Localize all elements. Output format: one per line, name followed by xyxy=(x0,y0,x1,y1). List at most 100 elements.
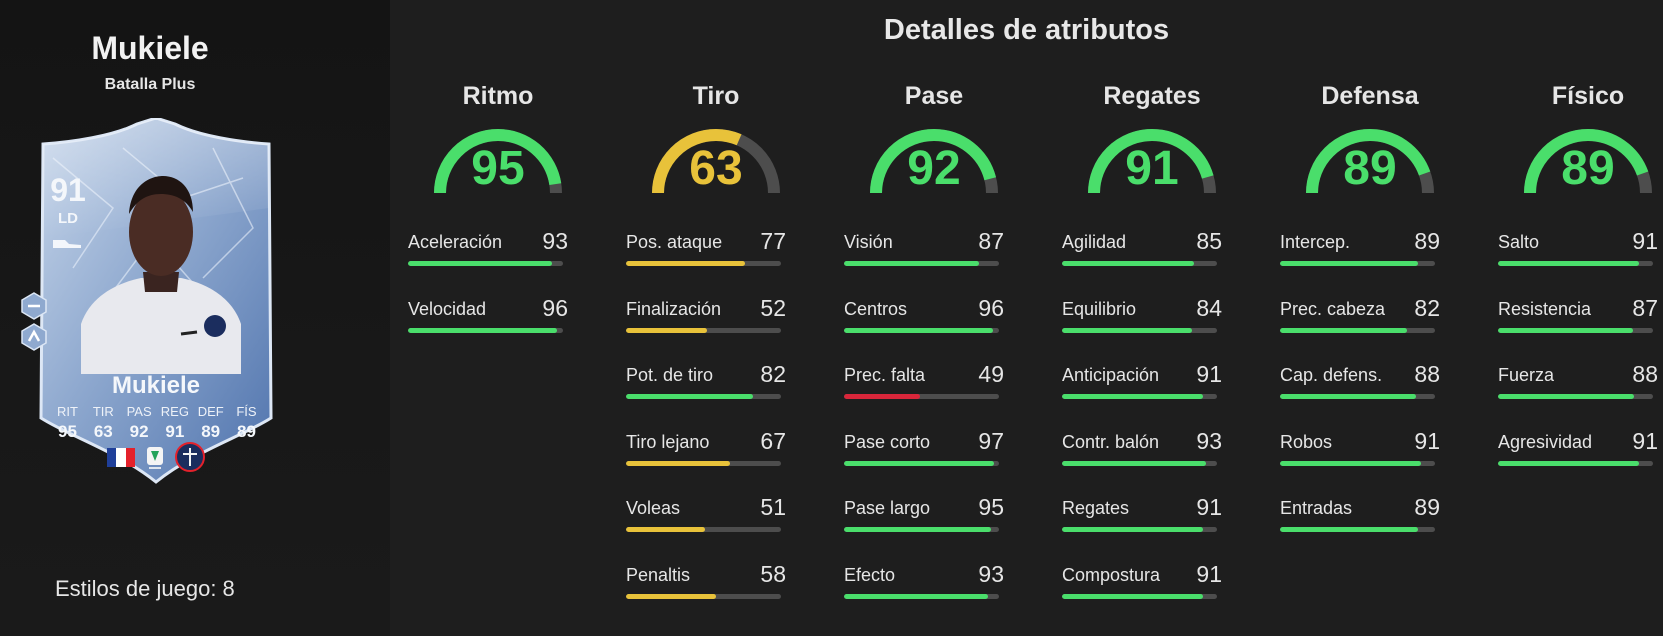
attribute-bar xyxy=(1280,394,1435,399)
attribute-bar-fill xyxy=(1280,327,1408,333)
attribute-bar-fill xyxy=(844,593,989,599)
attribute-label: Salto xyxy=(1498,232,1540,252)
gauge-fill xyxy=(434,129,562,194)
player-card[interactable]: 91 LD Mukiele RIT TIR PAS REG DEF FÍS 95… xyxy=(33,118,279,490)
club-badge-icon xyxy=(175,442,205,472)
attribute-bar xyxy=(1498,261,1653,266)
card-stat-label: DEF xyxy=(197,404,224,419)
attribute-bar-fill xyxy=(626,261,746,266)
attribute-label: Pos. ataque xyxy=(626,232,723,252)
attribute-label: Pase corto xyxy=(844,431,931,452)
attribute-bar-fill xyxy=(1062,327,1193,333)
attribute-label: Voleas xyxy=(626,498,681,518)
category-title: Ritmo xyxy=(462,82,534,110)
attribute-value: 84 xyxy=(1196,294,1222,321)
attribute-bar xyxy=(1280,327,1435,333)
attribute-row: Compostura 91 xyxy=(1062,561,1222,605)
card-stat-labels: RIT TIR PAS REG DEF FÍS xyxy=(51,404,263,419)
gauge-arc xyxy=(652,129,780,194)
attribute-bar xyxy=(844,460,999,466)
attribute-bar-fill xyxy=(1280,460,1422,466)
category-gauge: 95 xyxy=(408,117,598,197)
attribute-bar xyxy=(626,394,781,399)
attribute-value: 96 xyxy=(542,294,568,321)
category-gauge: 63 xyxy=(626,117,816,197)
attribute-label: Efecto xyxy=(844,564,896,585)
attribute-bar xyxy=(626,460,781,466)
attribute-bar-fill xyxy=(408,327,557,333)
attribute-row: Finalización 52 xyxy=(626,295,786,339)
attribute-row: Pase corto 97 xyxy=(844,428,1004,472)
attribute-bar-fill xyxy=(844,394,920,399)
gauge-arc xyxy=(1306,129,1434,194)
attribute-bar-fill xyxy=(844,261,979,266)
category-gauge: 89 xyxy=(1498,117,1663,197)
boot-icon xyxy=(53,240,81,248)
attribute-column: Tiro 63 Pos. ataque 77 Finalización 52 Pot. de… xyxy=(626,82,816,599)
attribute-column: Defensa 89 Intercep. 89 Prec. cabeza 82 Cap. d… xyxy=(1280,82,1470,532)
category-value: 92 xyxy=(907,142,961,195)
card-stat-value: 89 xyxy=(201,422,221,441)
attribute-row: Centros 96 xyxy=(844,295,1004,339)
category-value: 95 xyxy=(471,142,525,195)
attribute-bar-fill xyxy=(1280,394,1417,399)
attribute-row: Anticipación 91 xyxy=(1062,361,1222,405)
attribute-row: Regates 91 xyxy=(1062,494,1222,538)
card-stat-label: PAS xyxy=(126,404,152,419)
league-logo-icon xyxy=(147,447,163,469)
playstyle-badge-icon xyxy=(21,323,47,351)
attribute-label: Prec. cabeza xyxy=(1280,298,1386,319)
attribute-label: Agilidad xyxy=(1062,232,1127,252)
attribute-row: Aceleración 93 xyxy=(408,228,568,272)
attribute-label: Cap. defens. xyxy=(1280,365,1383,385)
attribute-value: 91 xyxy=(1196,494,1222,520)
playstyles-count: Estilos de juego: 8 xyxy=(55,576,235,601)
attribute-row: Entradas 89 xyxy=(1280,494,1440,538)
attribute-bar-fill xyxy=(1062,261,1194,266)
attribute-label: Prec. falta xyxy=(844,365,926,385)
attribute-bar xyxy=(1498,460,1653,466)
attribute-row: Fuerza 88 xyxy=(1498,361,1658,405)
attribute-bar xyxy=(1062,527,1217,532)
player-name: Mukiele xyxy=(91,30,209,66)
attribute-bar xyxy=(844,261,999,266)
attribute-value: 93 xyxy=(542,228,568,254)
gauge-fill xyxy=(870,129,998,194)
attribute-bar xyxy=(1062,460,1217,466)
category-title: Pase xyxy=(904,82,964,110)
attribute-bar-fill xyxy=(626,394,754,399)
attribute-value: 91 xyxy=(1632,228,1658,254)
attribute-bar-fill xyxy=(408,261,553,266)
attribute-bar-fill xyxy=(1498,460,1640,466)
card-stat-value: 89 xyxy=(237,422,256,441)
attribute-bar xyxy=(844,327,999,333)
attribute-bar xyxy=(1280,261,1435,266)
attribute-value: 96 xyxy=(978,294,1004,321)
gauge-fill xyxy=(1524,129,1652,194)
attribute-value: 89 xyxy=(1414,494,1440,520)
attribute-value: 91 xyxy=(1632,427,1658,454)
gauge-arc xyxy=(1088,129,1216,194)
attribute-bar-fill xyxy=(1280,527,1418,532)
attribute-bar-fill xyxy=(1062,527,1204,532)
attribute-bar xyxy=(1062,261,1217,266)
attribute-label: Equilibrio xyxy=(1062,298,1137,319)
attribute-label: Contr. balón xyxy=(1062,431,1160,452)
attribute-bar xyxy=(1062,327,1217,333)
attribute-column: Ritmo 95 Aceleración 93 Velocidad 96 xyxy=(408,82,598,333)
attribute-label: Centros xyxy=(844,298,908,319)
attribute-bar xyxy=(844,394,999,399)
attribute-label: Finalización xyxy=(626,298,722,319)
attribute-column: Físico 89 Salto 91 Resistencia 87 Fuerza 88 Agre… xyxy=(1498,82,1663,466)
attribute-row: Intercep. 89 xyxy=(1280,228,1440,272)
attribute-value: 51 xyxy=(760,494,786,520)
attribute-value: 95 xyxy=(978,494,1004,520)
attribute-row: Cap. defens. 88 xyxy=(1280,361,1440,405)
attribute-row: Agresividad 91 xyxy=(1498,428,1658,472)
player-photo xyxy=(81,176,241,374)
attribute-value: 67 xyxy=(760,427,786,454)
player-panel: Mukiele Batalla Plus 91 LD xyxy=(0,0,390,636)
attribute-label: Compostura xyxy=(1062,564,1161,585)
category-title: Regates xyxy=(1103,82,1201,110)
attribute-value: 91 xyxy=(1196,361,1222,387)
